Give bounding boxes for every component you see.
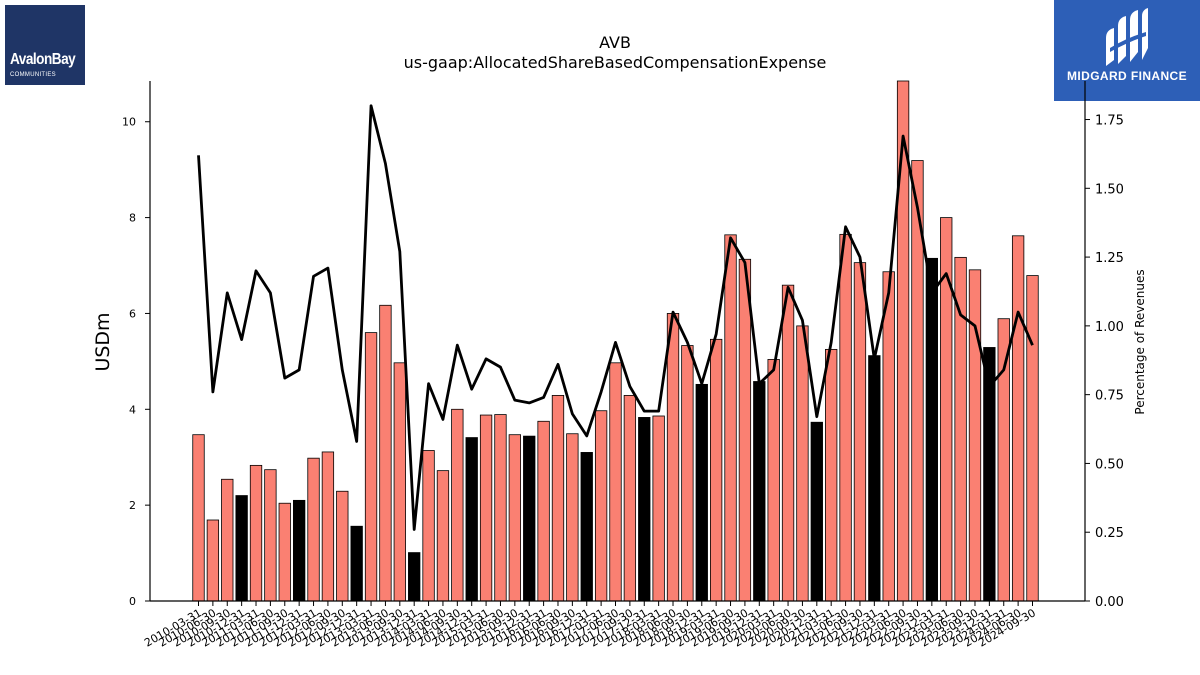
- bar-2016-12-31: [580, 452, 593, 602]
- bar-2017-12-31: [638, 417, 651, 602]
- bar-2016-09-30: [566, 433, 579, 602]
- logo-name: AvalonBay: [10, 51, 76, 68]
- bar-2020-06-30: [781, 284, 795, 602]
- bar-2015-03-31: [479, 414, 493, 602]
- midgard-mark-icon: [1106, 8, 1148, 66]
- bar-2014-06-30: [436, 470, 450, 602]
- bar-2015-06-30: [494, 414, 507, 602]
- logo-subtitle: COMMUNITIES: [10, 72, 56, 78]
- bar-2018-06-30: [666, 313, 680, 602]
- bar-2017-06-30: [609, 362, 622, 602]
- y2-tick-label: 0.50: [1095, 457, 1124, 472]
- line-series: [197, 104, 1034, 531]
- bar-2015-12-31: [523, 435, 536, 602]
- bar-2018-09-30: [681, 345, 694, 602]
- bar-2018-12-31: [695, 383, 708, 602]
- midgard-finance-logo: MIDGARD FINANCE: [1054, 0, 1200, 101]
- bar-2019-12-31: [753, 381, 766, 602]
- bar-2011-09-30: [278, 502, 291, 602]
- bar-2011-03-31: [249, 464, 263, 602]
- bar-2020-12-31: [810, 421, 823, 602]
- bar-2013-06-30: [379, 304, 392, 602]
- avalonbay-logo: AvalonBay COMMUNITIES: [5, 5, 85, 85]
- y-tick-label: 8: [129, 212, 136, 225]
- bar-2020-03-31: [767, 359, 780, 602]
- y-tick-label: 0: [129, 595, 136, 608]
- bar-2019-09-30: [738, 258, 752, 602]
- y-tick-label: 4: [129, 403, 136, 416]
- bar-2019-06-30: [724, 234, 737, 602]
- bar-2024-09-30: [1026, 275, 1039, 602]
- bar-2012-12-31: [350, 525, 363, 602]
- bar-2012-09-30: [336, 490, 349, 602]
- bar-2012-06-30: [321, 451, 335, 602]
- y2-tick-label: 0.25: [1095, 526, 1124, 541]
- bar-2014-03-31: [422, 450, 435, 602]
- bar-2016-03-31: [537, 420, 550, 602]
- bar-2014-09-30: [451, 408, 464, 602]
- bar-2021-09-30: [853, 262, 867, 602]
- bar-2010-12-31: [235, 495, 248, 602]
- bar-2017-09-30: [623, 394, 637, 602]
- axes: 02468100.000.250.500.751.001.251.501.752…: [122, 81, 1124, 650]
- y2-tick-label: 0.75: [1095, 389, 1124, 404]
- y-tick-label: 10: [122, 116, 136, 129]
- bar-2021-03-31: [825, 348, 838, 602]
- y2-tick-label: 1.50: [1095, 182, 1124, 197]
- bar-2011-06-30: [264, 469, 277, 602]
- bar-2010-03-31: [192, 434, 205, 602]
- bar-2022-12-31: [925, 257, 938, 602]
- chart-subtitle: us-gaap:AllocatedShareBasedCompensationE…: [404, 53, 827, 72]
- y2-tick-label: 1.25: [1095, 251, 1124, 266]
- bar-2014-12-31: [465, 437, 478, 602]
- bar-2021-06-30: [839, 233, 852, 602]
- bar-2023-06-30: [954, 256, 967, 602]
- bar-2010-09-30: [221, 478, 234, 602]
- y-tick-label: 2: [129, 499, 136, 512]
- bar-2024-06-30: [1011, 235, 1025, 602]
- bar-2022-03-31: [882, 271, 895, 602]
- bar-2010-06-30: [206, 519, 220, 602]
- bar-2013-12-31: [408, 552, 421, 602]
- bar-2013-03-31: [364, 332, 378, 602]
- bar-2017-03-31: [594, 410, 608, 602]
- y-axis-label: USDm: [92, 312, 114, 371]
- bar-2020-09-30: [796, 325, 809, 602]
- y2-tick-label: 1.00: [1095, 320, 1124, 335]
- bar-2015-09-30: [508, 434, 521, 602]
- percentage-line: [197, 104, 1034, 531]
- bar-2024-03-31: [997, 318, 1010, 602]
- bar-2013-09-30: [393, 362, 406, 602]
- y2-axis-label: Percentage of Revenues: [1133, 269, 1147, 414]
- bar-2016-06-30: [551, 394, 565, 602]
- bar-2023-09-30: [968, 269, 982, 602]
- chart-title: AVB: [599, 33, 631, 52]
- bar-2012-03-31: [307, 457, 320, 602]
- bar-2021-12-31: [868, 355, 881, 602]
- y-tick-label: 6: [129, 307, 136, 320]
- bar-series: [192, 80, 1039, 602]
- bar-2019-03-31: [710, 338, 723, 602]
- y2-tick-label: 0.00: [1095, 595, 1124, 610]
- bar-2018-03-31: [652, 415, 665, 602]
- y2-tick-label: 1.75: [1095, 114, 1124, 129]
- bar-2011-12-31: [292, 499, 306, 602]
- logo-name: MIDGARD FINANCE: [1067, 69, 1187, 83]
